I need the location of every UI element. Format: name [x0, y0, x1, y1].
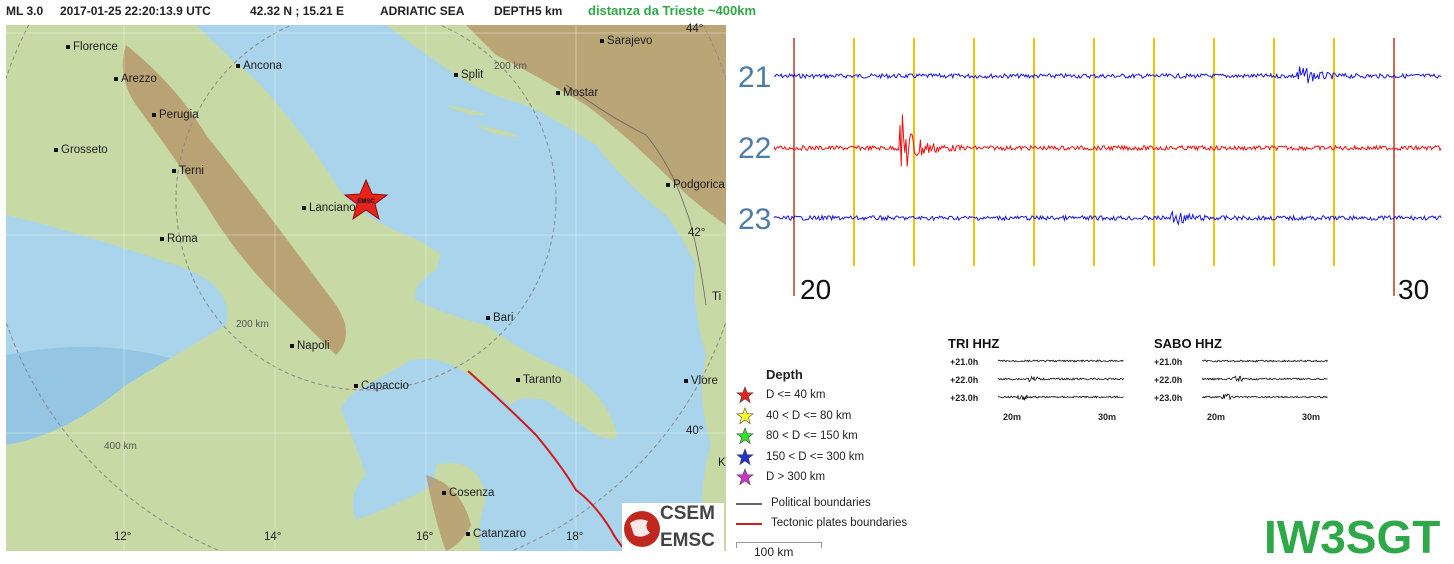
distance-note: distanza da Trieste ~400km	[588, 3, 757, 18]
globe-icon	[624, 511, 660, 547]
political-line-swatch	[736, 503, 762, 505]
event-datetime: 2017-01-25 22:20:13.9 UTC	[60, 4, 211, 18]
lon-12: 12°	[114, 531, 132, 543]
tri-end-label: 30m	[1098, 412, 1117, 422]
balkan-landmass	[386, 25, 726, 551]
lat-44: 44°	[686, 23, 704, 35]
legend-depth-5: D > 300 km	[766, 471, 826, 483]
sabo-row-3: +23.0h	[1154, 393, 1183, 403]
trace-hour-23	[773, 210, 1442, 226]
city-perugia: Perugia	[152, 109, 199, 121]
city-roma: Roma	[160, 233, 198, 245]
legend-title: Depth	[766, 367, 803, 382]
station-title-tri: TRI HHZ	[948, 336, 1000, 351]
legend-star-icon	[736, 386, 754, 404]
city-ancona: Ancona	[236, 60, 282, 72]
city-mostar: Mostar	[556, 87, 598, 99]
city-bari: Bari	[486, 312, 513, 324]
city-florence: Florence	[66, 41, 118, 53]
tectonic-boundary	[467, 370, 627, 552]
legend-tectonic: Tectonic plates boundaries	[771, 517, 908, 529]
tri-start-label: 20m	[1003, 412, 1022, 422]
epicenter-star: EMSC	[343, 178, 389, 221]
lat-40: 40°	[686, 425, 704, 437]
station-title-sabo: SABO HHZ	[1154, 336, 1222, 351]
callsign: IW3SGT	[1264, 511, 1441, 563]
city-terni: Terni	[172, 165, 204, 177]
trace-hour-22	[773, 114, 1442, 167]
depth-value: 5 km	[535, 4, 563, 18]
legend-depth-4: 150 < D <= 300 km	[766, 451, 865, 463]
city-ti: Ti	[712, 291, 722, 303]
tri-row-2: +22.0h	[950, 375, 979, 385]
depth-label: DEPTH	[494, 4, 535, 18]
city-podgorica: Podgorica	[666, 179, 725, 191]
city-sarajevo: Sarajevo	[600, 35, 652, 47]
lon-16: 16°	[416, 531, 434, 543]
city-k: K	[718, 457, 726, 469]
seismogram-plot	[773, 38, 1442, 296]
city-catanzaro: Catanzaro	[466, 528, 526, 540]
scale-bar	[736, 542, 822, 548]
event-coords: 42.32 N ; 15.21 E	[250, 4, 345, 18]
logo-csem: CSEM	[660, 503, 715, 524]
sabo-row-2: +22.0h	[1154, 375, 1183, 385]
tri-row-3: +23.0h	[950, 393, 979, 403]
epicenter-label: EMSC	[357, 199, 375, 205]
tri-row-1: +21.0h	[950, 357, 979, 367]
legend-depth-3: 80 < D <= 150 km	[766, 430, 858, 442]
city-napoli: Napoli	[290, 340, 330, 352]
lon-18: 18°	[566, 531, 584, 543]
sabo-end-label: 30m	[1302, 412, 1321, 422]
city-lanciano: Lanciano	[302, 202, 356, 214]
start-minute-label: 20	[800, 274, 832, 305]
scale-label: 100 km	[754, 545, 794, 559]
city-arezzo: Arezzo	[114, 73, 157, 85]
city-split: Split	[454, 69, 483, 81]
legend-star-icon	[736, 407, 754, 425]
legend-depth-2: 40 < D <= 80 km	[766, 410, 852, 422]
city-capaccio: Capaccio	[354, 380, 409, 392]
lon-14: 14°	[264, 531, 282, 543]
hour-label-21: 21	[738, 61, 772, 94]
legend-star-icon	[736, 427, 754, 445]
ring-label-outer: 400 km	[104, 441, 137, 452]
hour-label-23: 23	[738, 203, 772, 236]
magnitude: ML 3.0	[6, 4, 44, 18]
logo-emsc: EMSC	[660, 530, 715, 551]
ring-label-ne: 200 km	[494, 61, 527, 72]
legend-star-icon	[736, 448, 754, 466]
tectonic-line-swatch	[736, 523, 762, 525]
trace-hour-21	[773, 66, 1442, 84]
city-taranto: Taranto	[516, 374, 561, 386]
legend-star-icon	[736, 468, 754, 486]
city-grosseto: Grosseto	[54, 144, 108, 156]
legend-depth-1: D <= 40 km	[766, 389, 826, 401]
apennines	[122, 45, 347, 355]
event-region: ADRIATIC SEA	[380, 4, 465, 18]
sabo-start-label: 20m	[1207, 412, 1226, 422]
epicenter-map: EMSC Florence Arezzo Perugia Grosseto Te…	[0, 0, 747, 564]
sabo-row-1: +21.0h	[1154, 357, 1183, 367]
emsc-logo: CSEM EMSC	[622, 503, 724, 558]
city-vlore: Vlore	[684, 375, 718, 387]
city-cosenza: Cosenza	[442, 487, 494, 499]
tri-helicorder	[998, 359, 1124, 401]
end-minute-label: 30	[1398, 274, 1430, 305]
ring-label-sw: 200 km	[236, 319, 269, 330]
map-canvas: EMSC	[0, 0, 747, 564]
lat-42: 42°	[688, 227, 706, 239]
legend-political: Political boundaries	[771, 497, 871, 509]
sabo-helicorder	[1202, 359, 1328, 400]
hour-label-22: 22	[738, 132, 772, 165]
